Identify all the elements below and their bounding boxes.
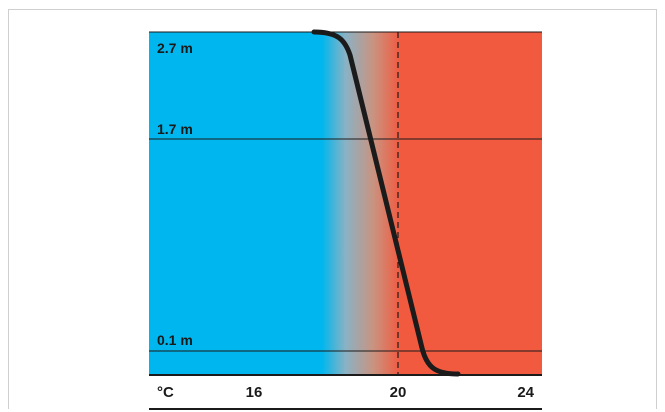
x-tick-label-20: 20: [390, 384, 407, 401]
temperature-profile-curve: [311, 29, 461, 377]
x-axis-unit-label: °C: [157, 384, 174, 401]
height-label-2-7m: 2.7 m: [157, 40, 193, 56]
temperature-gradient-area: [149, 32, 542, 374]
height-label-0-1m: 0.1 m: [157, 332, 193, 348]
x-tick-label-24: 24: [517, 384, 534, 401]
x-tick-label-16: 16: [246, 384, 263, 401]
height-label-1-7m: 1.7 m: [157, 121, 193, 137]
